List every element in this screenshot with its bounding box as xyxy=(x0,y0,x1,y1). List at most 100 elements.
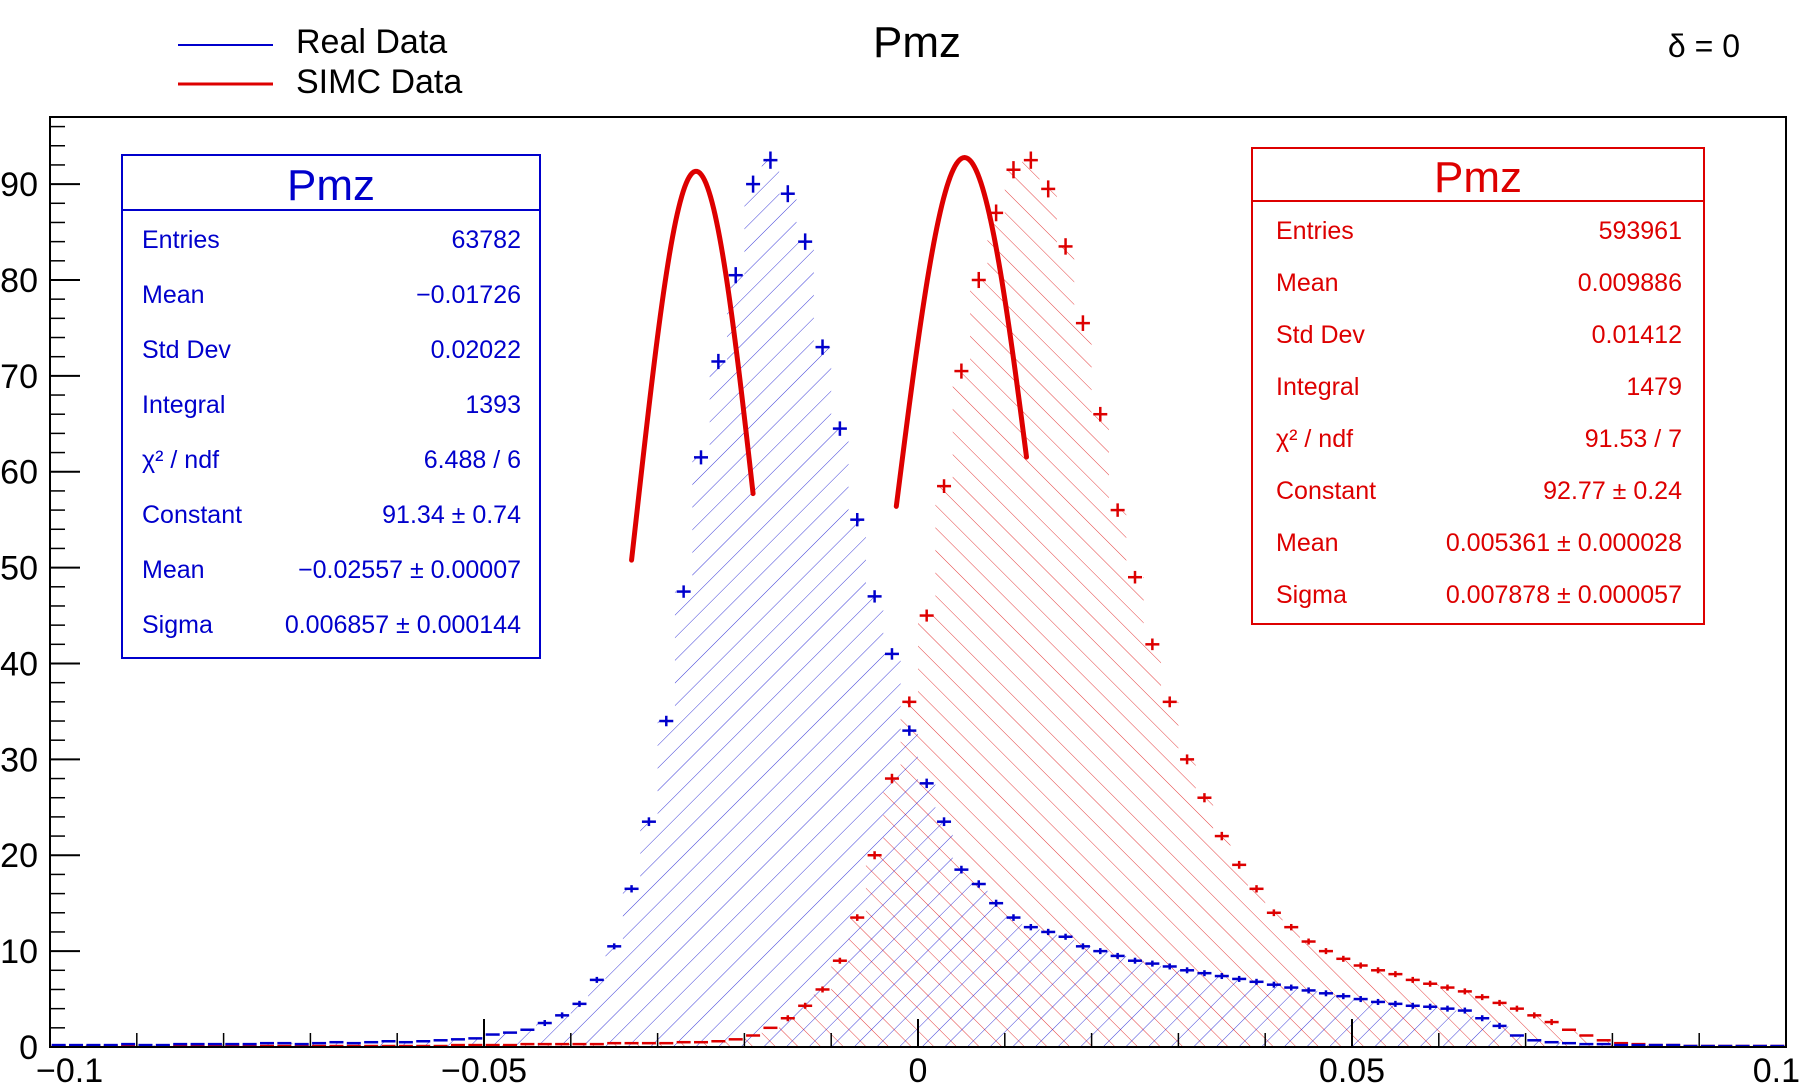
stats-box-real-data-frame xyxy=(121,154,541,659)
bin-point xyxy=(850,513,865,527)
bin-point xyxy=(937,479,952,494)
bin-point xyxy=(1093,406,1108,422)
bin-point xyxy=(694,450,708,465)
histogram-points-real-data xyxy=(51,151,1785,1047)
bin-point xyxy=(1371,998,1386,1005)
stat-value-chi2-ndf: 6.488 / 6 xyxy=(424,446,521,474)
stats-box-title: Pmz xyxy=(1434,153,1522,202)
stats-box-simc-data-frame xyxy=(1251,147,1705,625)
stat-label-fit-mean: Mean xyxy=(142,556,205,584)
bin-point xyxy=(1353,996,1368,1003)
x-tick-label: −0.05 xyxy=(441,1052,527,1087)
bin-point xyxy=(641,817,656,827)
stat-value-std-dev: 0.01412 xyxy=(1592,321,1682,349)
bin-point xyxy=(659,715,674,727)
histogram-fill-real-data xyxy=(50,160,1786,1047)
fit-layer xyxy=(629,155,1029,563)
y-tick-label: 60 xyxy=(0,454,38,492)
bin-point xyxy=(1475,994,1490,1001)
bin-point xyxy=(746,175,761,193)
legend: Real Data SIMC Data xyxy=(178,23,462,101)
legend-real-data-label: Real Data xyxy=(296,23,447,61)
bin-point xyxy=(832,421,847,436)
bin-point xyxy=(1492,1022,1507,1029)
stat-label-entries: Entries xyxy=(142,226,220,254)
bin-point xyxy=(1214,973,1229,980)
stat-label-mean: Mean xyxy=(142,281,205,309)
stat-value-integral: 1479 xyxy=(1626,373,1682,401)
bin-point xyxy=(1214,831,1229,841)
stat-value-sigma: 0.007878 ± 0.000057 xyxy=(1446,581,1682,609)
bin-point xyxy=(572,1000,587,1007)
bin-point xyxy=(1388,1000,1403,1007)
y-tick-label: 30 xyxy=(0,741,38,779)
y-tick-label: 10 xyxy=(0,933,38,971)
bin-point xyxy=(971,880,986,888)
stat-label-constant: Constant xyxy=(142,501,242,529)
bin-point xyxy=(850,914,865,921)
bin-point xyxy=(1336,955,1351,962)
bin-point xyxy=(989,899,1004,907)
stat-value-constant: 91.34 ± 0.74 xyxy=(382,501,521,529)
bin-point xyxy=(1266,909,1281,917)
bin-point xyxy=(711,353,726,370)
stat-value-mean: −0.01726 xyxy=(416,281,521,309)
bin-point xyxy=(1371,967,1386,974)
bin-point xyxy=(832,957,847,964)
bin-point xyxy=(1249,885,1264,893)
bin-point xyxy=(1405,976,1420,983)
bin-point xyxy=(780,185,795,203)
stat-label-constant: Constant xyxy=(1276,477,1376,505)
bin-point xyxy=(902,696,917,708)
bin-point xyxy=(1023,151,1038,169)
bin-point xyxy=(624,885,639,893)
y-tick-label: 0 xyxy=(19,1029,38,1067)
bin-point xyxy=(1058,933,1073,940)
bin-point xyxy=(1128,957,1142,964)
bin-point xyxy=(1006,914,1021,921)
bin-point xyxy=(1492,999,1507,1006)
bin-point xyxy=(815,986,830,993)
bin-point xyxy=(1162,696,1177,708)
bin-point xyxy=(1284,984,1299,991)
bin-point xyxy=(1405,1002,1420,1009)
bin-point xyxy=(1249,978,1264,985)
bin-point xyxy=(1423,1003,1438,1010)
bin-point xyxy=(1423,980,1438,987)
bin-point xyxy=(1145,638,1160,651)
stat-value-integral: 1393 xyxy=(465,391,521,419)
bin-point xyxy=(884,773,899,784)
y-tick-label: 90 xyxy=(0,166,38,204)
bin-point xyxy=(1058,238,1073,255)
bin-point xyxy=(1318,990,1333,997)
bin-point xyxy=(1232,975,1247,982)
bin-point xyxy=(798,233,813,250)
stat-label-std-dev: Std Dev xyxy=(1276,321,1365,349)
bin-point xyxy=(1075,315,1090,331)
bin-point xyxy=(1440,984,1455,991)
x-tick-label: 0 xyxy=(909,1052,928,1087)
bin-point xyxy=(884,648,899,660)
bin-point xyxy=(1162,963,1177,970)
bin-point xyxy=(763,151,778,169)
stat-value-constant: 92.77 ± 0.24 xyxy=(1543,477,1682,505)
bin-point xyxy=(1457,1007,1472,1014)
bin-point xyxy=(867,851,882,860)
bin-point xyxy=(798,1002,813,1009)
y-tick-label: 70 xyxy=(0,358,38,396)
stat-value-std-dev: 0.02022 xyxy=(431,336,521,364)
bin-point xyxy=(1180,967,1195,974)
bin-point xyxy=(937,817,952,827)
bin-point xyxy=(1041,928,1056,936)
stats-box-simc-data: Pmz Entries 593961 Mean 0.009886 Std Dev… xyxy=(1251,147,1705,625)
stat-label-integral: Integral xyxy=(142,391,225,419)
bin-point xyxy=(1145,960,1160,967)
bin-point xyxy=(1128,570,1142,584)
bin-point xyxy=(1527,1012,1542,1019)
bin-point xyxy=(1353,962,1368,969)
bin-point xyxy=(954,865,969,874)
bin-point xyxy=(1232,860,1247,869)
stats-box-real-data: Pmz Entries 63782 Mean −0.01726 Std Dev … xyxy=(121,154,541,659)
bin-point xyxy=(728,267,743,284)
